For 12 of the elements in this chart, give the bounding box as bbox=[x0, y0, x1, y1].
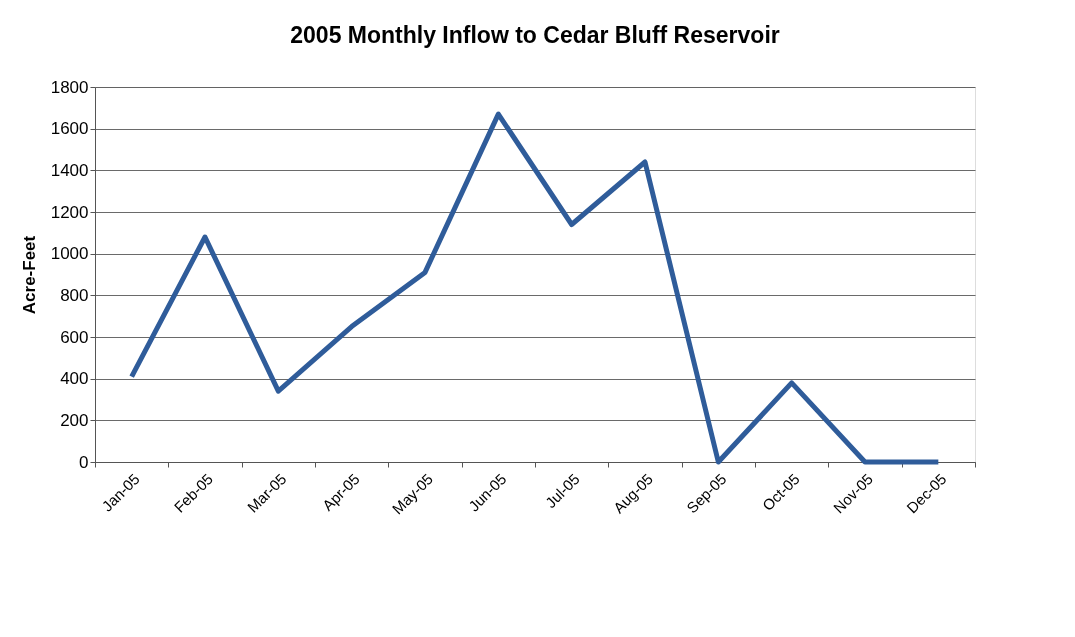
y-tick-label: 800 bbox=[60, 285, 89, 305]
y-tick-label: 1200 bbox=[50, 202, 89, 222]
y-tick-label: 0 bbox=[79, 452, 89, 472]
y-tick-label: 1000 bbox=[50, 244, 89, 264]
chart-title: 2005 Monthly Inflow to Cedar Bluff Reservoir bbox=[290, 22, 780, 48]
y-tick-label: 1400 bbox=[50, 160, 89, 180]
y-tick-label: 400 bbox=[60, 369, 89, 389]
y-tick-label: 200 bbox=[60, 410, 89, 430]
y-tick-label: 600 bbox=[60, 327, 89, 347]
y-axis-title: Acre-Feet bbox=[19, 235, 39, 315]
y-tick-label: 1600 bbox=[50, 119, 89, 139]
y-tick-label: 1800 bbox=[50, 77, 89, 97]
